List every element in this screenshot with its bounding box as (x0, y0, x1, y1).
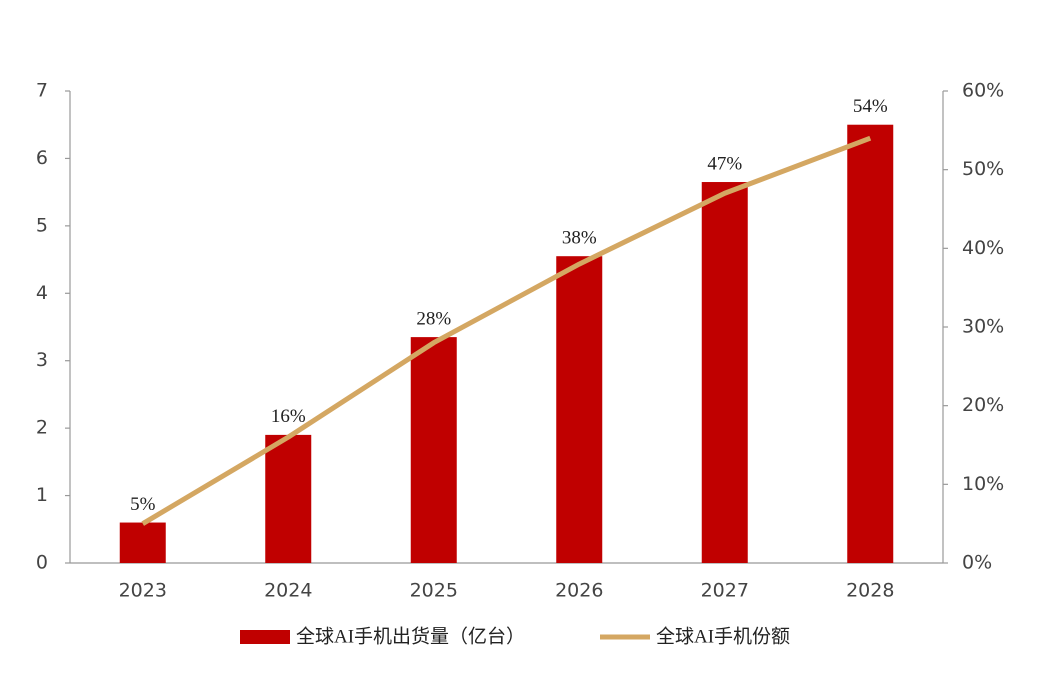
y-tick-label: 2 (36, 417, 48, 439)
x-tick-label: 2023 (119, 580, 167, 602)
x-tick-label: 2027 (701, 580, 749, 602)
x-tick-label: 2025 (410, 580, 458, 602)
y2-tick-label: 10% (962, 473, 1004, 495)
data-label: 54% (853, 96, 888, 117)
y2-tick-label: 0% (962, 552, 992, 574)
data-label: 28% (416, 308, 451, 329)
y2-tick-label: 30% (962, 316, 1004, 338)
x-tick-label: 2026 (555, 580, 603, 602)
y-tick-label: 5 (36, 214, 48, 236)
data-label: 16% (271, 406, 306, 427)
line (141, 135, 872, 526)
y2-tick-label: 60% (962, 80, 1004, 102)
bar (119, 522, 166, 563)
data-label: 47% (707, 153, 742, 174)
legend-label: 全球AI手机出货量（亿台） (296, 625, 525, 647)
x-tick-label: 2028 (846, 580, 894, 602)
y2-tick-label: 40% (962, 237, 1004, 259)
bar (265, 434, 312, 563)
y2-tick-label: 20% (962, 394, 1004, 416)
data-label: 5% (130, 494, 156, 515)
legend-swatch (240, 630, 290, 644)
y-tick-label: 7 (36, 80, 48, 102)
y-tick-label: 6 (36, 147, 48, 169)
y-tick-label: 1 (36, 484, 48, 506)
y-tick-label: 3 (36, 349, 48, 371)
x-tick-label: 2024 (264, 580, 312, 602)
bar (556, 256, 603, 563)
y-tick-label: 4 (36, 282, 48, 304)
bar (410, 337, 457, 563)
y-tick-label: 0 (36, 552, 48, 574)
bar (847, 124, 894, 563)
legend-label: 全球AI手机份额 (656, 625, 790, 647)
y2-tick-label: 50% (962, 158, 1004, 180)
data-label: 38% (562, 228, 597, 249)
bar (701, 182, 748, 563)
